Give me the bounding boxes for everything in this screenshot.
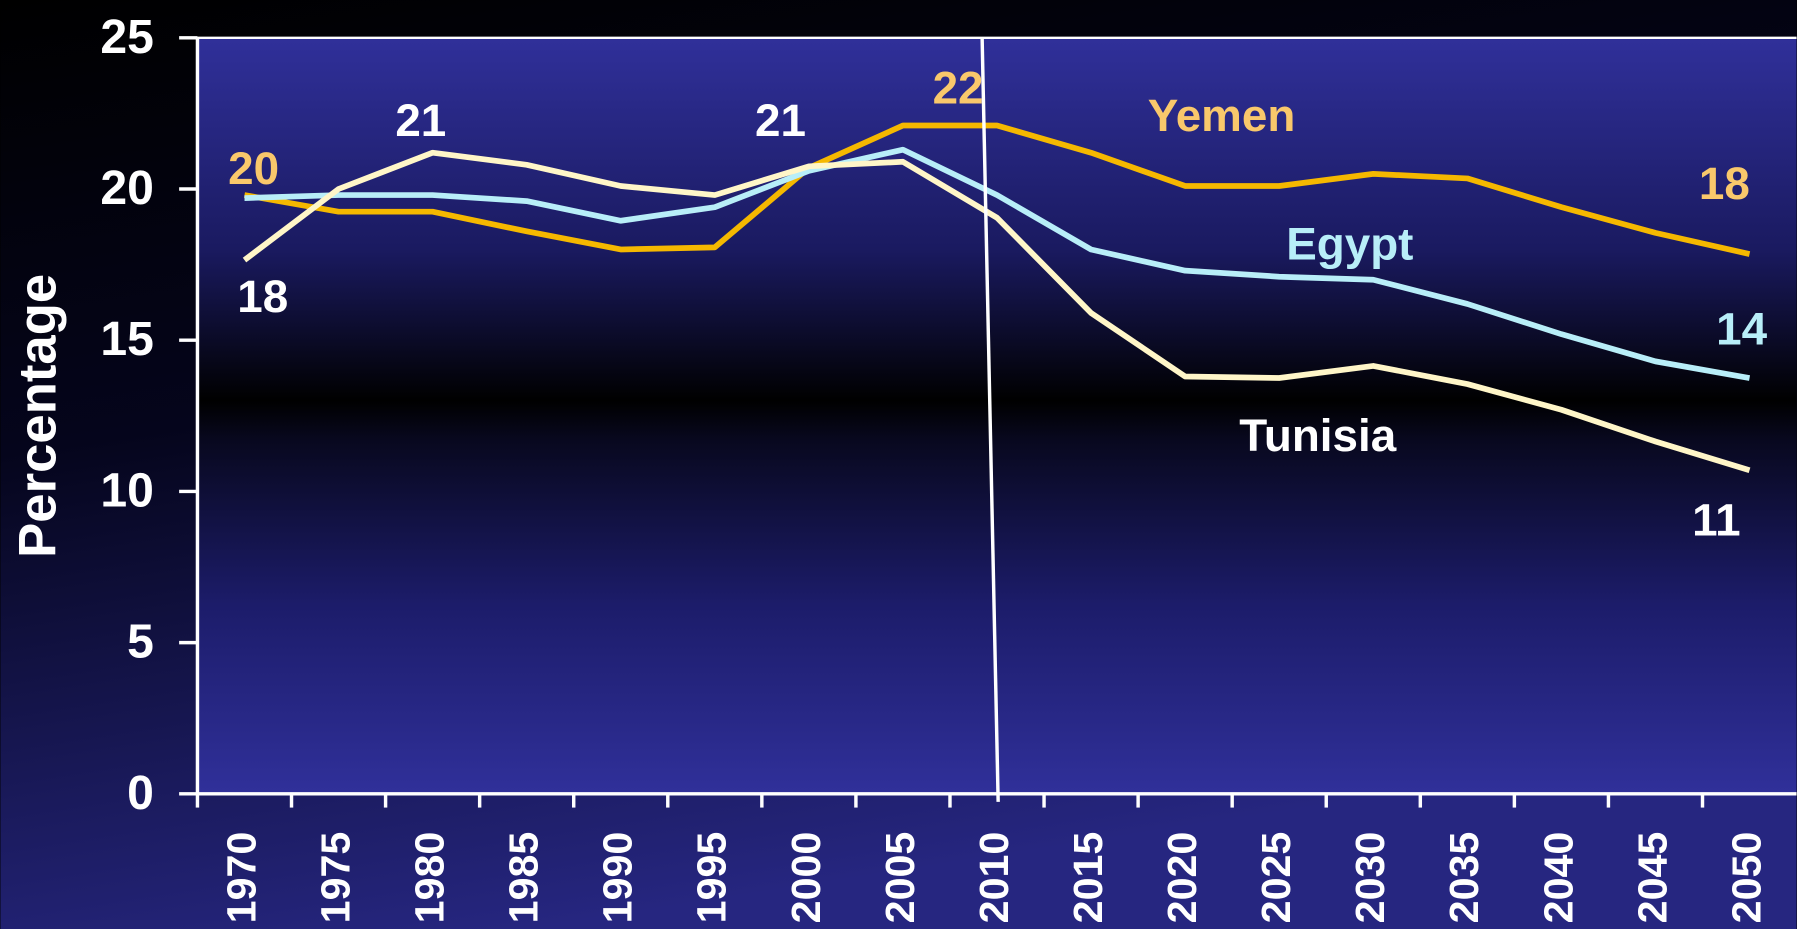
x-tick-label: 2030 — [1347, 832, 1393, 924]
x-tick-label: 1985 — [501, 832, 547, 924]
y-axis-label: Percentage — [9, 274, 68, 558]
x-tick-label: 1980 — [407, 832, 453, 924]
annotation: 11 — [1692, 495, 1740, 546]
x-tick-label: 2040 — [1535, 832, 1581, 924]
annotation: Egypt — [1286, 219, 1413, 270]
annotation: 18 — [237, 271, 288, 322]
x-tick-label: 2005 — [877, 832, 923, 924]
x-tick-label: 2020 — [1159, 832, 1205, 924]
line-series — [242, 149, 1751, 473]
x-tick-label: 1975 — [312, 832, 358, 924]
x-tick-label: 1995 — [689, 832, 735, 924]
x-tick-label: 2035 — [1441, 832, 1487, 924]
y-tick-label: 15 — [100, 312, 154, 366]
x-tick-label: 2045 — [1629, 832, 1675, 924]
annotation: Tunisia — [1239, 410, 1396, 461]
x-tick-label: 2000 — [783, 832, 829, 924]
y-tick-label: 5 — [127, 615, 154, 669]
x-tick-label: 1970 — [218, 832, 264, 924]
annotation: 18 — [1699, 158, 1750, 209]
line-series — [243, 122, 1751, 257]
annotation: 21 — [395, 95, 446, 146]
y-tick-label: 10 — [100, 463, 154, 517]
annotation: 14 — [1716, 303, 1767, 354]
annotation: 22 — [933, 63, 984, 114]
x-tick-label: 1990 — [595, 832, 641, 924]
divider-line — [980, 37, 1000, 802]
annotation: 21 — [755, 95, 806, 146]
x-tick-label: 2025 — [1253, 832, 1299, 924]
x-tick-label: 2050 — [1723, 832, 1769, 924]
line-series — [244, 146, 1751, 381]
x-tick-label: 2010 — [971, 832, 1017, 924]
y-tick-label: 25 — [100, 10, 154, 64]
annotation: Yemen — [1148, 90, 1296, 141]
x-tick-label: 2015 — [1065, 832, 1111, 924]
y-tick-label: 20 — [100, 161, 154, 215]
y-tick-label: 0 — [127, 766, 154, 820]
annotation: 20 — [228, 143, 279, 194]
